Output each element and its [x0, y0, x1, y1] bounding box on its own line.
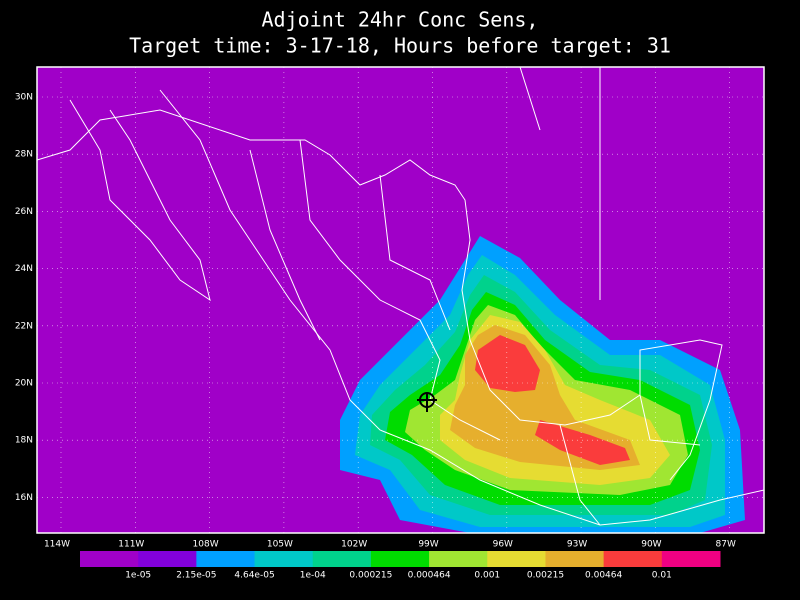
colorbar-swatch: [196, 551, 256, 567]
colorbar-label: 0.000464: [408, 571, 451, 581]
lat-label: 20N: [15, 379, 33, 389]
colorbar-label: 0.00464: [585, 571, 622, 581]
lat-label: 24N: [15, 264, 33, 274]
lon-label: 108W: [193, 540, 219, 550]
colorbar-swatch: [429, 551, 488, 567]
title-line: Adjoint 24hr Conc Sens,: [262, 8, 539, 32]
lat-label: 28N: [15, 150, 33, 160]
lon-label: 99W: [418, 540, 438, 550]
colorbar-label: 0.000215: [349, 571, 392, 581]
lat-label: 26N: [15, 207, 33, 217]
map-area: [37, 67, 764, 533]
colorbar-label: 1e-05: [125, 571, 151, 581]
coastline: [37, 109, 723, 481]
title-line: Target time: 3-17-18, Hours before targe…: [129, 34, 671, 58]
colorbar-label: 2.15e-05: [176, 571, 216, 581]
colorbar-label: 0.001: [474, 571, 500, 581]
lat-label: 22N: [15, 321, 33, 331]
colorbar-swatch: [487, 551, 546, 567]
colorbar-label: 0.00215: [527, 571, 564, 581]
plot-frame: [36, 66, 765, 534]
contour: [475, 335, 540, 392]
colorbar-label: 1e-04: [300, 571, 326, 581]
colorbar-swatch: [661, 551, 721, 567]
lon-label: 105W: [267, 540, 293, 550]
lon-label: 102W: [341, 540, 367, 550]
coastline: [159, 89, 764, 526]
target-marker: [417, 392, 437, 412]
colorbar-swatch: [80, 551, 139, 567]
lat-label: 30N: [15, 93, 33, 103]
colorbar-swatch: [254, 551, 314, 567]
colorbar-swatch: [603, 551, 663, 567]
colorbar-label: 0.01: [652, 571, 672, 581]
colorbar-swatch: [312, 551, 372, 567]
coastline: [69, 99, 211, 302]
colorbar-swatch: [545, 551, 605, 567]
lat-label: 18N: [15, 436, 33, 446]
contour: [535, 420, 630, 465]
colorbar-swatch: [370, 551, 430, 567]
lat-label: 16N: [15, 493, 33, 503]
lon-label: 96W: [493, 540, 513, 550]
lon-label: 114W: [44, 540, 70, 550]
lon-label: 111W: [118, 540, 144, 550]
colorbar-label: 4.64e-05: [234, 571, 274, 581]
colorbar-swatch: [138, 551, 197, 567]
lon-label: 90W: [641, 540, 661, 550]
state-border: [249, 67, 701, 526]
lon-label: 93W: [567, 540, 587, 550]
lon-label: 87W: [716, 540, 736, 550]
